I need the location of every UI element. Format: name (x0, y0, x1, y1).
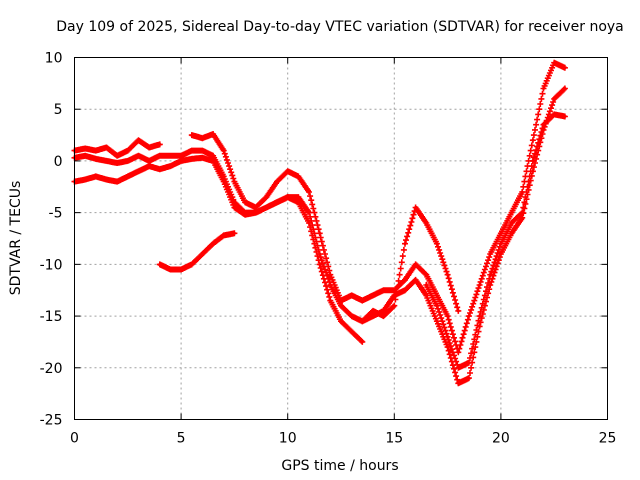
series-markers (156, 230, 238, 273)
y-axis-label: SDTVAR / TECUs (8, 181, 24, 296)
y-tick-label: -10 (40, 257, 63, 273)
series-track-4 (156, 230, 238, 273)
grid-layer (74, 57, 608, 420)
y-tick-label: -15 (40, 309, 63, 325)
x-tick-label: 0 (70, 431, 79, 447)
x-axis-label: GPS time / hours (281, 458, 398, 474)
y-tick-label: -25 (40, 413, 63, 429)
plot-frame (74, 57, 608, 420)
x-tick-label: 25 (599, 431, 617, 447)
x-tick-label: 10 (279, 431, 297, 447)
series-markers (359, 204, 462, 325)
x-tick-label: 5 (177, 431, 186, 447)
y-tick-label: 0 (54, 154, 63, 170)
x-tick-label: 15 (385, 431, 403, 447)
chart-title: Day 109 of 2025, Sidereal Day-to-day VTE… (56, 19, 624, 35)
tick-layer: 0 5 10 15 20 25 -25 -20 -15 -10 -5 0 5 10 (40, 51, 617, 447)
y-tick-label: 5 (54, 102, 63, 118)
y-tick-label: 10 (45, 51, 63, 67)
x-tick-label: 20 (492, 431, 510, 447)
y-tick-label: -20 (40, 361, 63, 377)
series-track-3 (71, 111, 568, 371)
series-track-5 (359, 204, 462, 325)
y-tick-label: -5 (49, 206, 63, 222)
